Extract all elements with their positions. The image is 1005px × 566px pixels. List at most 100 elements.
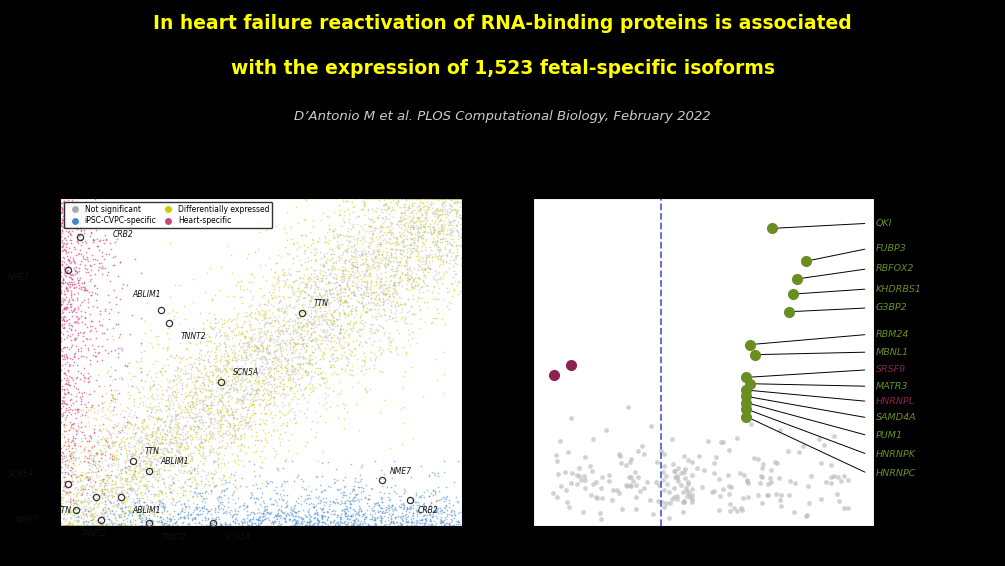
- Point: [137, 434, 153, 443]
- Point: [343, 521, 359, 530]
- Point: [194, 488, 210, 498]
- Point: [206, 516, 222, 525]
- Point: [68, 372, 84, 381]
- Point: [258, 310, 274, 319]
- Point: [214, 473, 230, 482]
- Point: [52, 220, 68, 229]
- Point: [110, 307, 126, 316]
- Point: [156, 434, 172, 443]
- Point: [217, 404, 233, 413]
- Point: [314, 505, 330, 514]
- Point: [84, 491, 100, 500]
- Point: [89, 466, 106, 475]
- Point: [314, 273, 330, 282]
- Point: [117, 441, 133, 450]
- Point: [89, 466, 106, 475]
- Point: [265, 322, 281, 331]
- Point: [343, 517, 359, 526]
- Point: [359, 284, 375, 293]
- Point: [170, 421, 186, 430]
- Point: [377, 328, 393, 337]
- Point: [66, 448, 82, 457]
- Point: [112, 329, 128, 338]
- Point: [74, 254, 90, 263]
- Point: [309, 293, 325, 302]
- Point: [137, 520, 153, 529]
- Point: [166, 461, 182, 470]
- Point: [281, 249, 297, 258]
- Point: [377, 268, 393, 277]
- Point: [330, 513, 346, 522]
- Point: [137, 516, 153, 525]
- Point: [398, 196, 414, 205]
- Point: [106, 519, 122, 528]
- Point: [146, 492, 162, 501]
- Point: [238, 418, 254, 427]
- Point: [88, 451, 105, 460]
- Point: [307, 514, 323, 523]
- Point: [108, 483, 124, 492]
- Point: [144, 522, 160, 531]
- Point: [433, 209, 449, 218]
- Point: [239, 327, 255, 336]
- Point: [429, 268, 445, 277]
- Point: [410, 194, 426, 203]
- Point: [74, 501, 90, 511]
- Point: [178, 408, 194, 417]
- Point: [69, 517, 85, 526]
- Point: [158, 406, 174, 415]
- Point: [303, 511, 319, 520]
- Point: [157, 515, 173, 524]
- Point: [425, 194, 441, 203]
- Point: [229, 433, 245, 442]
- Point: [451, 241, 467, 250]
- Point: [58, 509, 74, 518]
- Point: [310, 499, 326, 508]
- Point: [278, 381, 294, 391]
- Point: [133, 363, 149, 372]
- Point: [404, 208, 420, 217]
- Point: [396, 225, 412, 234]
- Point: [248, 353, 264, 362]
- Point: [67, 207, 83, 216]
- Point: [149, 414, 165, 423]
- Point: [322, 270, 338, 279]
- Point: [177, 366, 193, 375]
- Point: [182, 431, 198, 440]
- Point: [166, 311, 182, 320]
- Point: [147, 466, 163, 475]
- Point: [120, 522, 136, 531]
- Point: [138, 522, 154, 531]
- Point: [177, 512, 193, 521]
- Point: [390, 238, 406, 247]
- Point: [310, 510, 326, 519]
- Point: [84, 522, 100, 531]
- Point: [715, 438, 731, 447]
- Point: [274, 434, 290, 443]
- Point: [380, 258, 396, 267]
- Point: [59, 388, 75, 397]
- Point: [284, 277, 300, 286]
- Point: [96, 441, 113, 450]
- Point: [56, 239, 72, 248]
- Point: [385, 233, 401, 242]
- Point: [142, 338, 158, 348]
- Point: [55, 311, 71, 320]
- Point: [249, 385, 265, 394]
- Point: [366, 515, 382, 524]
- Point: [56, 233, 72, 242]
- Point: [114, 504, 130, 513]
- Point: [412, 203, 428, 212]
- Point: [56, 438, 72, 447]
- Point: [98, 404, 115, 413]
- Point: [84, 287, 100, 296]
- Point: [68, 294, 84, 303]
- Point: [254, 357, 270, 366]
- Point: [443, 194, 459, 203]
- Point: [343, 324, 359, 333]
- Point: [268, 464, 284, 473]
- Point: [454, 237, 470, 246]
- Point: [95, 424, 112, 434]
- Point: [327, 520, 343, 529]
- Point: [85, 351, 102, 360]
